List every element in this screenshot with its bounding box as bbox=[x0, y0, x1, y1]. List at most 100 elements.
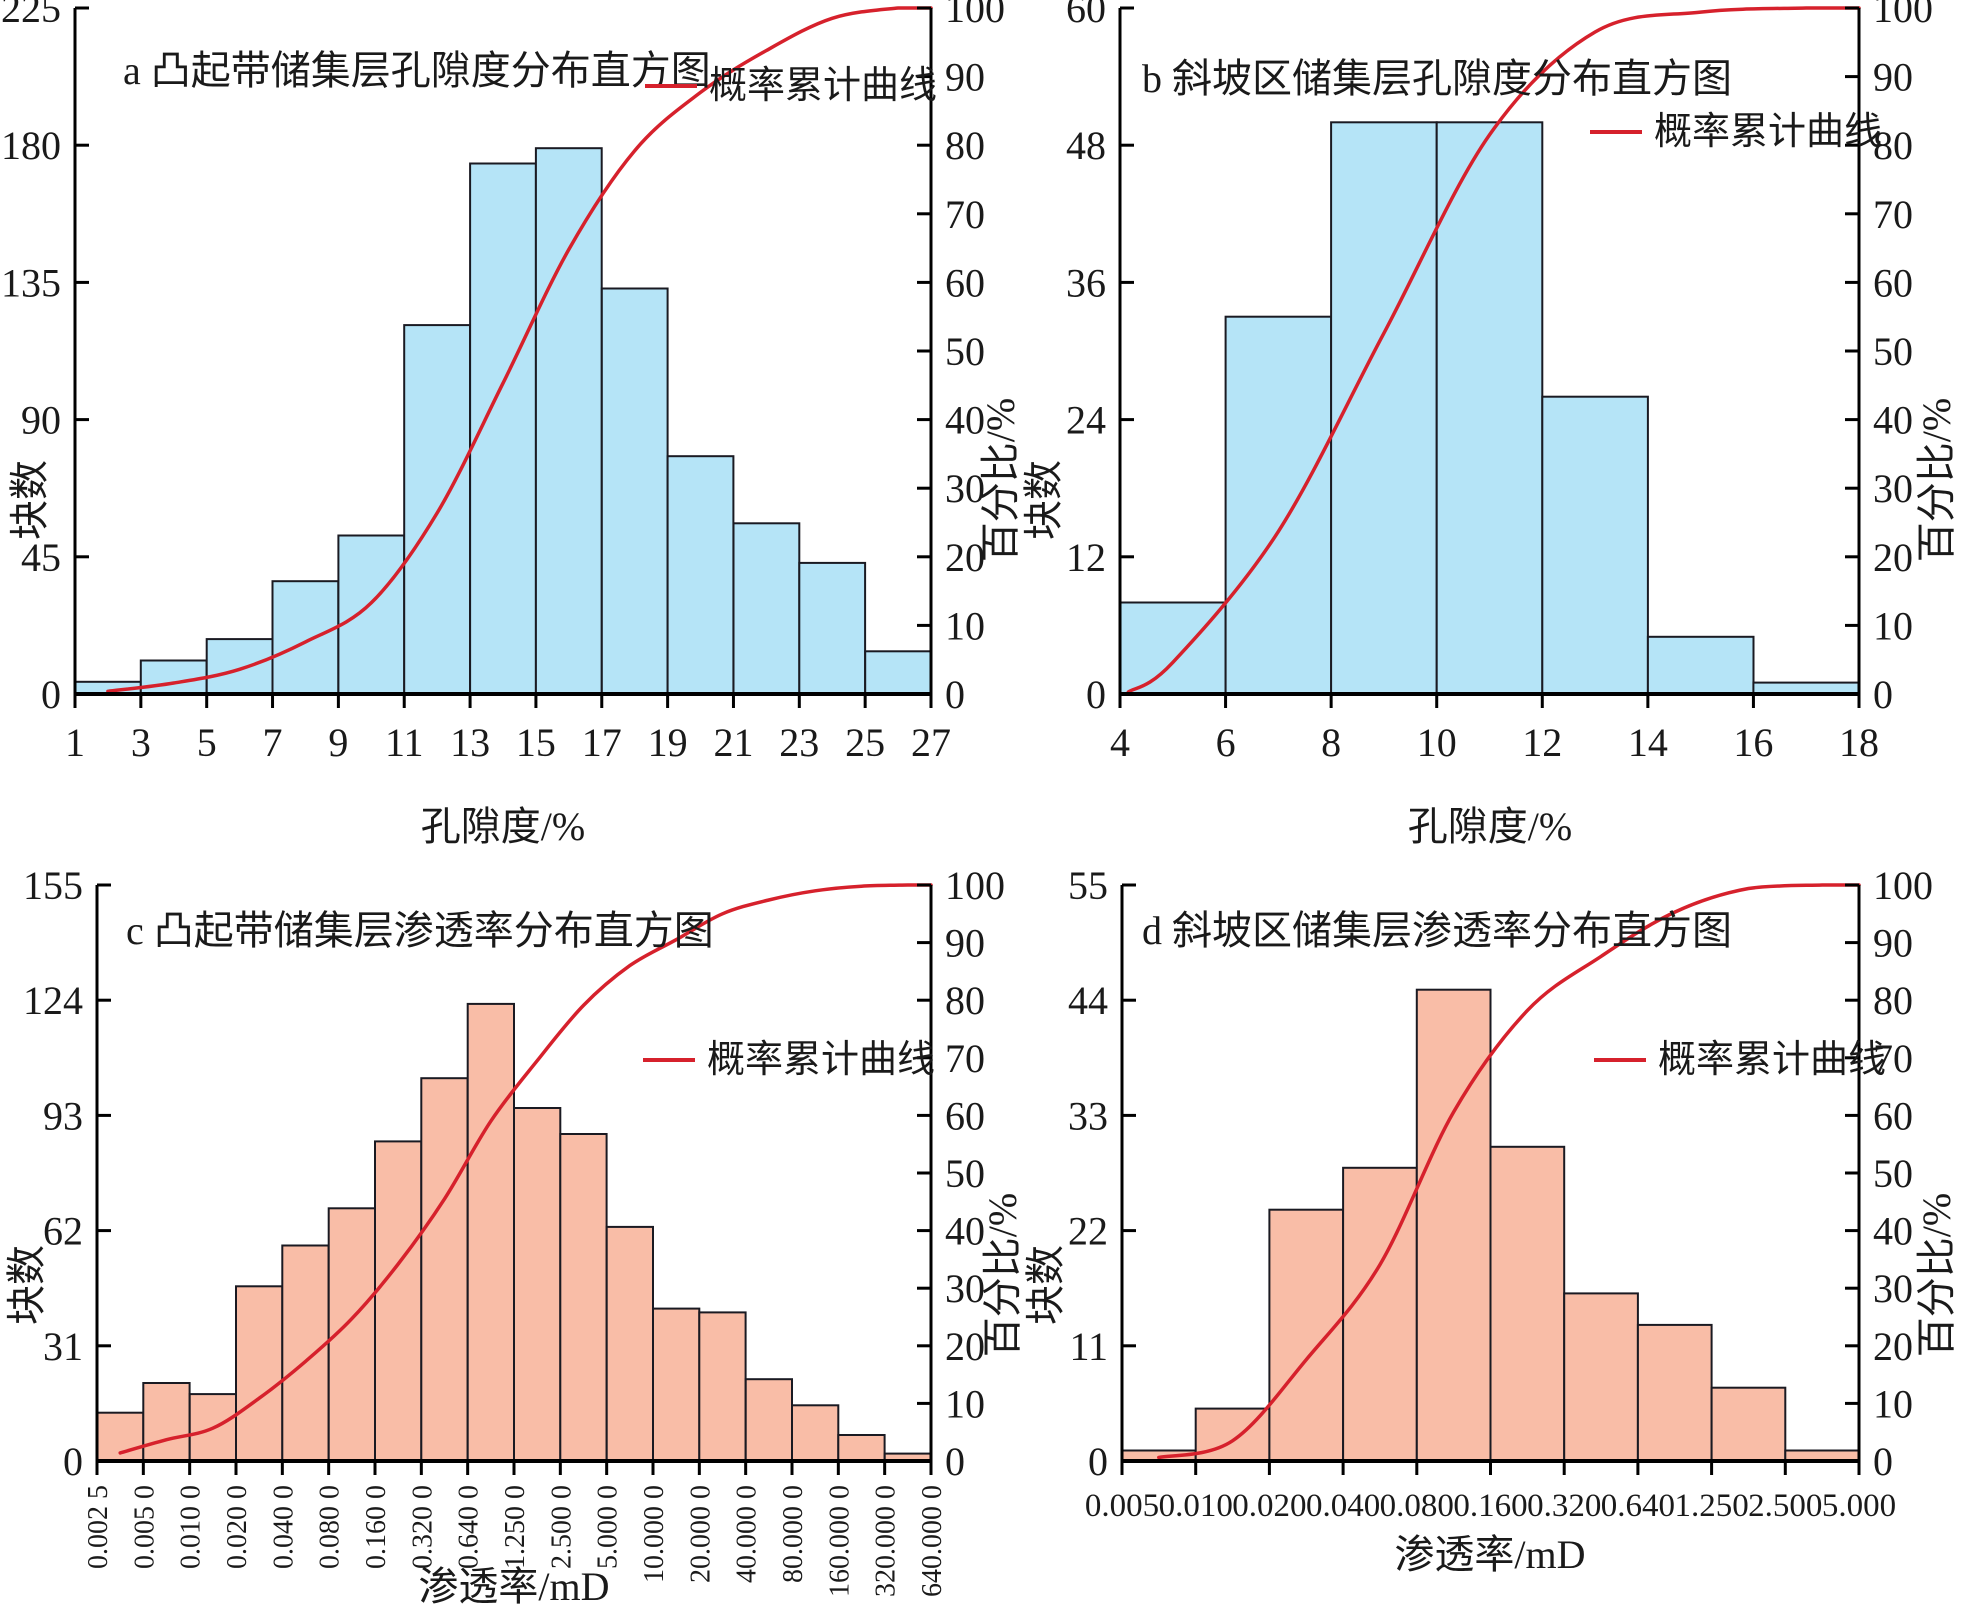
y-left-tick-label-c: 155 bbox=[23, 863, 83, 908]
y-right-tick-label-a: 40 bbox=[945, 398, 985, 443]
histogram-bar-b-0 bbox=[1119, 601, 1227, 695]
y-right-tick-label-d: 40 bbox=[1873, 1209, 1913, 1254]
cumulative-curve-a bbox=[106, 6, 933, 694]
y-right-tick-label-b: 70 bbox=[1873, 192, 1913, 237]
x-tick-label-c: 0.010 0 bbox=[176, 1485, 207, 1569]
y-right-tick-label-c: 30 bbox=[945, 1266, 985, 1311]
x-tick-label-c: 0.640 0 bbox=[454, 1485, 485, 1569]
histogram-bar-c-4 bbox=[281, 1244, 330, 1462]
x-tick-label-d: 0.010 bbox=[1159, 1488, 1233, 1524]
x-tick-label-c: 0.320 0 bbox=[407, 1485, 438, 1569]
x-tick-label-c: 20.000 0 bbox=[685, 1485, 716, 1583]
histogram-bar-a-12 bbox=[864, 650, 933, 695]
histogram-bar-c-9 bbox=[513, 1107, 562, 1462]
y-right-tick-label-b: 50 bbox=[1873, 329, 1913, 374]
x-tick-label-a: 3 bbox=[131, 720, 151, 765]
x-tick-label-c: 0.160 0 bbox=[361, 1485, 392, 1569]
legend-line-icon bbox=[1590, 130, 1642, 134]
y-right-tick-label-c: 100 bbox=[945, 863, 1005, 908]
panel-b-legend: 概率累计曲线 bbox=[1590, 109, 1882, 155]
panel-c-legend: 概率累计曲线 bbox=[643, 1037, 935, 1083]
x-tick-label-d: 0.160 bbox=[1453, 1488, 1527, 1524]
y-right-tick-label-d: 60 bbox=[1873, 1093, 1913, 1138]
x-tick-label-c: 160.000 0 bbox=[824, 1485, 855, 1597]
y-right-tick-label-d: 70 bbox=[1873, 1036, 1913, 1081]
histogram-bar-b-5 bbox=[1646, 635, 1755, 695]
y-right-tick-label-d: 100 bbox=[1873, 863, 1933, 908]
x-tick-label-a: 9 bbox=[328, 720, 348, 765]
histogram-bar-d-7 bbox=[1636, 1323, 1713, 1463]
x-tick-label-c: 1.250 0 bbox=[500, 1485, 531, 1569]
y-right-tick-label-b: 80 bbox=[1873, 123, 1913, 168]
histogram-bar-c-8 bbox=[466, 1002, 516, 1463]
histogram-bar-c-6 bbox=[374, 1140, 423, 1463]
x-tick-label-a: 15 bbox=[516, 720, 556, 765]
y-left-tick-label-d: 55 bbox=[1068, 863, 1108, 908]
y-left-tick-label-c: 62 bbox=[43, 1209, 83, 1254]
x-tick-label-c: 10.000 0 bbox=[639, 1485, 670, 1583]
y-right-tick-label-a: 60 bbox=[945, 260, 985, 305]
legend-line-icon bbox=[645, 84, 697, 88]
histogram-bar-b-1 bbox=[1224, 315, 1333, 695]
x-tick-label-a: 23 bbox=[779, 720, 819, 765]
histogram-bar-a-2 bbox=[205, 638, 274, 695]
y-right-tick-label-b: 10 bbox=[1873, 603, 1913, 648]
panel-c-title: c 凸起带储集层渗透率分布直方图 bbox=[126, 908, 714, 953]
panel-b-y-axis-title-right: 百分比/% bbox=[1914, 397, 1959, 563]
histogram-bar-a-9 bbox=[666, 455, 735, 696]
y-left-tick-label-a: 180 bbox=[1, 123, 61, 168]
histogram-bar-c-12 bbox=[652, 1307, 701, 1462]
x-tick-label-a: 11 bbox=[385, 720, 424, 765]
x-tick-label-b: 8 bbox=[1321, 720, 1341, 765]
y-right-tick-label-d: 50 bbox=[1873, 1151, 1913, 1196]
x-tick-label-d: 0.080 bbox=[1380, 1488, 1454, 1524]
y-right-tick-label-d: 10 bbox=[1873, 1381, 1913, 1426]
panel-d-legend: 概率累计曲线 bbox=[1594, 1037, 1886, 1083]
histogram-bar-c-15 bbox=[791, 1404, 840, 1463]
y-right-tick-label-a: 30 bbox=[945, 466, 985, 511]
x-tick-label-c: 2.500 0 bbox=[546, 1485, 577, 1569]
panel-d-y-axis-title-left: 块数 bbox=[1023, 1245, 1068, 1325]
panel-a-x-axis-title: 孔隙度/% bbox=[420, 804, 586, 849]
y-right-tick-label-d: 20 bbox=[1873, 1324, 1913, 1369]
y-left-tick-label-a: 90 bbox=[21, 398, 61, 443]
x-tick-label-c: 320.000 0 bbox=[871, 1485, 902, 1597]
x-tick-label-b: 4 bbox=[1110, 720, 1130, 765]
x-tick-label-c: 5.000 0 bbox=[593, 1485, 624, 1569]
y-right-tick-label-a: 50 bbox=[945, 329, 985, 374]
histogram-bar-c-14 bbox=[744, 1378, 794, 1462]
panel-c-x-axis-title: 渗透率/mD bbox=[418, 1564, 610, 1609]
y-right-tick-label-c: 60 bbox=[945, 1093, 985, 1138]
y-right-tick-label-a: 100 bbox=[945, 0, 1005, 31]
y-left-tick-label-d: 11 bbox=[1069, 1324, 1108, 1369]
legend-label: 概率累计曲线 bbox=[1658, 1039, 1887, 1081]
x-tick-label-c: 0.040 0 bbox=[268, 1485, 299, 1569]
panel-a-y-axis-title-right: 百分比/% bbox=[978, 397, 1023, 563]
y-right-tick-label-b: 40 bbox=[1873, 398, 1913, 443]
histogram-bar-d-2 bbox=[1268, 1208, 1345, 1462]
panel-a-y-axis-title-left: 块数 bbox=[7, 460, 52, 540]
x-tick-label-d: 0.020 bbox=[1232, 1488, 1306, 1524]
y-right-tick-label-b: 0 bbox=[1873, 672, 1893, 717]
panel-a-legend: 概率累计曲线 bbox=[645, 63, 937, 109]
histogram-bar-c-7 bbox=[420, 1077, 469, 1462]
histogram-bar-b-3 bbox=[1435, 121, 1544, 696]
x-tick-label-a: 13 bbox=[450, 720, 490, 765]
histogram-bar-c-1 bbox=[142, 1382, 191, 1462]
y-right-tick-label-c: 90 bbox=[945, 921, 985, 966]
histogram-bar-a-10 bbox=[732, 522, 801, 695]
histogram-bar-c-13 bbox=[698, 1311, 747, 1463]
y-left-tick-label-a: 45 bbox=[21, 535, 61, 580]
x-tick-label-a: 5 bbox=[197, 720, 217, 765]
x-tick-label-b: 10 bbox=[1417, 720, 1457, 765]
y-right-tick-label-a: 70 bbox=[945, 192, 985, 237]
x-tick-label-a: 21 bbox=[713, 720, 753, 765]
x-tick-label-c: 0.002 5 bbox=[83, 1485, 114, 1569]
histogram-bar-a-1 bbox=[139, 659, 208, 695]
y-left-tick-label-b: 0 bbox=[1086, 672, 1106, 717]
x-tick-label-d: 5.000 bbox=[1822, 1488, 1896, 1524]
y-left-tick-label-d: 22 bbox=[1068, 1209, 1108, 1254]
y-right-tick-label-d: 0 bbox=[1873, 1439, 1893, 1484]
